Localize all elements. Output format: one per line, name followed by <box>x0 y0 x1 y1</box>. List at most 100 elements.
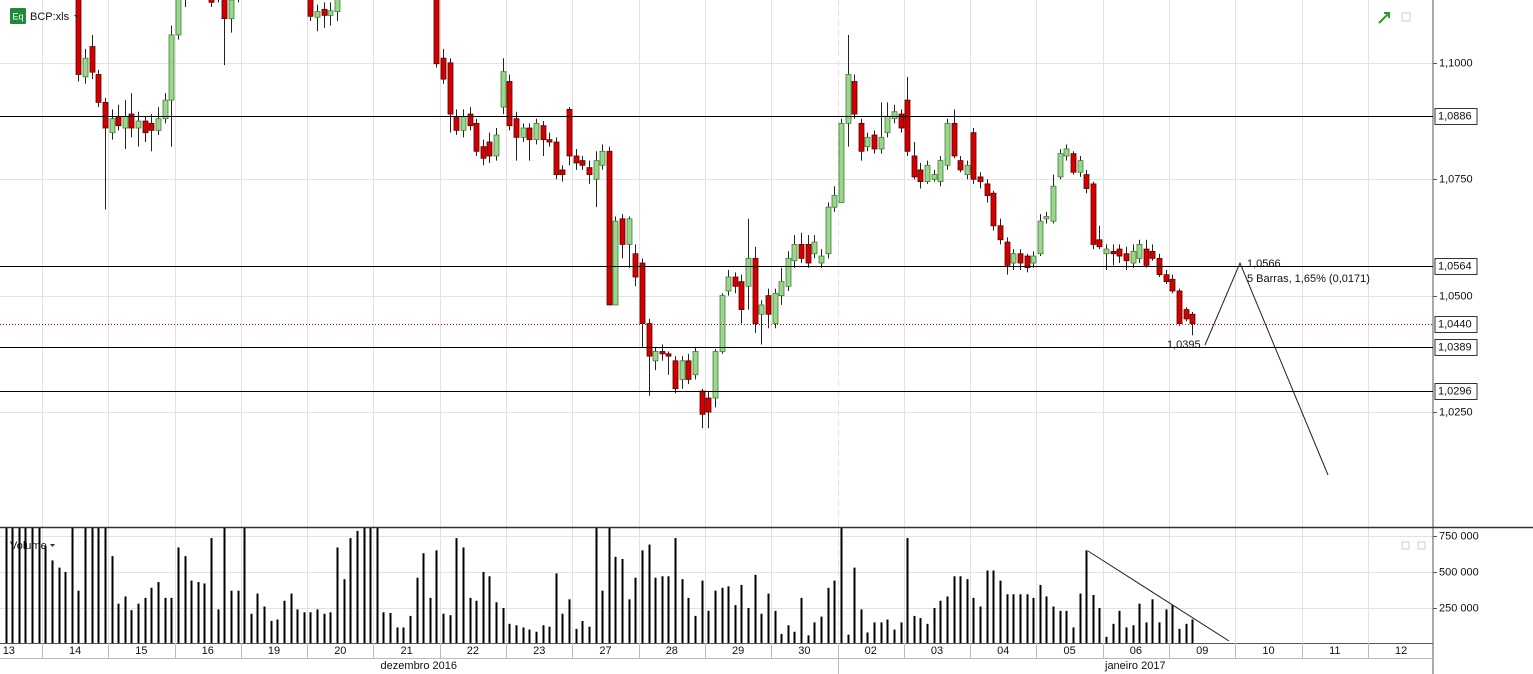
volume-bar <box>866 632 869 643</box>
volume-icon[interactable] <box>1401 541 1410 550</box>
volume-bar <box>1118 610 1121 643</box>
volume-bar <box>190 580 193 643</box>
candle-body <box>599 150 606 166</box>
volume-bar <box>91 528 94 643</box>
candle-body <box>632 253 639 278</box>
volume-bar <box>1026 594 1029 643</box>
candle-body <box>758 304 765 315</box>
candle-body <box>1077 160 1084 173</box>
volume-bar <box>1191 619 1194 643</box>
volume-bar <box>84 528 87 643</box>
y-tick-label: 1,0250 <box>1439 406 1473 418</box>
volume-bar <box>999 580 1002 643</box>
volume-bar <box>601 590 604 643</box>
y-tick-label: 250 000 <box>1439 602 1479 614</box>
candle-body <box>838 122 845 203</box>
volume-bar <box>1072 627 1075 643</box>
candle-body <box>1123 253 1130 262</box>
symbol-name[interactable]: BCP:xls <box>30 11 70 23</box>
symbol-dropdown[interactable] <box>74 15 79 18</box>
candle-body <box>911 155 918 178</box>
panel-icon[interactable] <box>1401 12 1411 22</box>
volume-bar <box>734 605 737 643</box>
volume-bar <box>1138 603 1141 643</box>
candle-body <box>520 127 527 138</box>
volume-bar <box>860 609 863 643</box>
volume-bar <box>1006 594 1009 643</box>
x-tick-label: 14 <box>69 645 81 657</box>
volume-bar <box>449 615 452 643</box>
candle-body <box>128 113 135 129</box>
volume-bar <box>469 597 472 643</box>
volume-bar <box>210 538 213 643</box>
candle-body <box>593 160 600 180</box>
volume-bar <box>687 597 690 643</box>
candle-body <box>898 113 905 129</box>
candle-body <box>1096 239 1103 248</box>
volume-bar <box>250 613 253 643</box>
volume-bar <box>64 571 67 643</box>
candle-body <box>719 295 726 352</box>
volume-bar <box>787 625 790 643</box>
volume-bar <box>595 528 598 643</box>
candle-body <box>984 183 991 196</box>
volume-bar <box>681 579 684 643</box>
candle-body <box>553 141 560 175</box>
trend-icon[interactable] <box>1378 12 1390 24</box>
candle-body <box>75 0 82 75</box>
volume-dropdown[interactable] <box>50 544 55 547</box>
candle-body <box>1103 248 1110 255</box>
candle-body <box>1110 250 1117 255</box>
x-tick-label: 16 <box>202 645 214 657</box>
candle-body <box>533 122 540 141</box>
volume-close-icon[interactable] <box>1417 541 1426 550</box>
candle-body <box>944 122 951 166</box>
candle-body <box>1116 248 1123 257</box>
symbol-icon[interactable] <box>10 8 26 24</box>
candle-body <box>818 255 825 264</box>
candle-body <box>1143 248 1150 266</box>
candle-body <box>453 115 460 131</box>
volume-bar <box>1151 599 1154 643</box>
candle-body <box>652 351 659 362</box>
candle-body <box>1030 255 1037 264</box>
candle-body <box>606 150 613 306</box>
candle-body <box>82 57 89 78</box>
candle-body <box>1043 216 1050 220</box>
volume-bar <box>290 593 293 643</box>
candle-body <box>433 0 440 65</box>
volume-bar <box>243 528 246 643</box>
y-tick-label: 500 000 <box>1439 566 1479 578</box>
volume-bar <box>495 602 498 643</box>
candle-body <box>1163 274 1170 283</box>
volume-bar <box>435 550 438 643</box>
volume-bar <box>760 613 763 643</box>
volume-bar <box>1132 625 1135 643</box>
candle-body <box>1010 253 1017 264</box>
volume-trend-drawing[interactable] <box>1087 550 1230 642</box>
last-price-label: 1,0440 <box>1438 318 1472 330</box>
volume-bar <box>667 576 670 643</box>
candle-body <box>155 118 162 131</box>
volume-bar <box>18 528 21 643</box>
candle-body <box>778 281 785 297</box>
volume-bar <box>1039 584 1042 643</box>
candle-body <box>884 115 891 134</box>
volume-bar <box>1165 609 1168 643</box>
candle-body <box>665 353 672 357</box>
candle-body <box>619 218 626 245</box>
candle-body <box>460 115 467 131</box>
volume-bar <box>44 546 47 643</box>
volume-bar <box>926 623 929 643</box>
candle-body <box>712 351 719 399</box>
x-tick-label: 13 <box>3 645 15 657</box>
candle-body <box>699 390 706 415</box>
volume-bar <box>356 530 359 643</box>
volume-bar <box>648 544 651 643</box>
candle-body <box>692 351 699 376</box>
trend-drawing[interactable] <box>1204 261 1329 476</box>
volume-title[interactable]: Volume <box>10 540 47 552</box>
volume-bar <box>184 556 187 643</box>
